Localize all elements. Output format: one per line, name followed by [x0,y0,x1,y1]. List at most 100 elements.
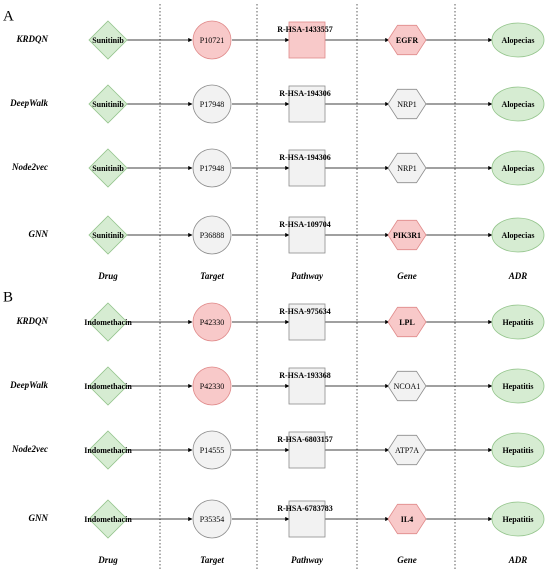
adr-node [491,22,545,58]
drug-node [88,499,128,539]
gene-label: NRP1 [397,164,417,173]
panel-letter: B [3,289,13,305]
drug-label: Indomethacin [84,382,132,391]
adr-node [491,432,545,468]
target-node [192,499,232,539]
pathway-node [288,85,326,123]
method-label: DeepWalk [9,98,48,108]
target-node [192,430,232,470]
adr-label: Alopecias [502,36,535,45]
path-row: GNN Sunitinib P36888 R-HSA-109704 PIK3R1 Alop… [29,215,545,255]
column-label-drug: Drug [97,555,118,565]
gene-node [387,219,427,251]
drug-node [88,430,128,470]
pathway-node [288,431,326,469]
adr-node [491,150,545,186]
drug-label: Indomethacin [84,515,132,524]
path-row: GNN Indomethacin P35354 R-HSA-6783783 IL4 Hep… [29,499,545,539]
adr-label: Alopecias [502,231,535,240]
adr-label: Hepatitis [502,446,533,455]
drug-node [88,20,128,60]
pathway-label: R-HSA-1433557 [277,25,333,34]
target-label: P10721 [200,36,224,45]
target-node [192,148,232,188]
column-label-target: Target [200,555,224,565]
column-label-pathway: Pathway [291,271,324,281]
method-label: KRDQN [15,316,48,326]
path-row: DeepWalk Indomethacin P42330 R-HSA-193368 NC… [9,366,545,406]
panel-b: B KRDQN Indomethacin P42330 R-HSA-975634 LPL H… [3,289,545,565]
column-label-target: Target [200,271,224,281]
gene-node [387,152,427,184]
method-label: Node2vec [11,444,48,454]
panel-letter: A [3,8,14,24]
gene-label: IL4 [401,515,413,524]
adr-label: Alopecias [502,100,535,109]
column-label-gene: Gene [397,555,417,565]
column-label-pathway: Pathway [291,555,324,565]
method-label: DeepWalk [9,380,48,390]
target-label: P35354 [200,515,224,524]
pathway-node [288,367,326,405]
pathway-node [288,500,326,538]
column-label-drug: Drug [97,271,118,281]
method-label: Node2vec [11,162,48,172]
pathway-label: R-HSA-6783783 [277,504,333,513]
gene-label: NCOA1 [394,382,421,391]
column-label-adr: ADR [508,555,528,565]
pathway-label: R-HSA-194306 [279,89,331,98]
gene-label: PIK3R1 [393,231,421,240]
gene-node [387,370,427,402]
target-node [192,20,232,60]
adr-node [491,86,545,122]
drug-label: Sunitinib [92,164,124,173]
adr-label: Alopecias [502,164,535,173]
drug-label: Indomethacin [84,318,132,327]
path-row: Node2vec Indomethacin P14555 R-HSA-6803157 A… [11,430,545,470]
pathway-label: R-HSA-975634 [279,307,331,316]
method-label: GNN [29,513,49,523]
drug-node [88,302,128,342]
pathway-label: R-HSA-109704 [279,220,331,229]
method-label: KRDQN [15,34,48,44]
target-label: P42330 [200,318,224,327]
gene-node [387,88,427,120]
target-node [192,366,232,406]
adr-node [491,217,545,253]
gene-label: ATP7A [395,446,419,455]
gene-node [387,503,427,535]
gene-node [387,24,427,56]
column-label-adr: ADR [508,271,528,281]
adr-label: Hepatitis [502,382,533,391]
path-row: KRDQN Indomethacin P42330 R-HSA-975634 LPL He… [15,302,545,342]
target-node [192,302,232,342]
adr-node [491,304,545,340]
drug-label: Sunitinib [92,100,124,109]
drug-node [88,84,128,124]
adr-label: Hepatitis [502,515,533,524]
gene-label: EGFR [396,36,418,45]
gene-node [387,306,427,338]
pathway-node [288,21,326,59]
target-node [192,215,232,255]
gene-label: LPL [399,318,415,327]
drug-label: Sunitinib [92,231,124,240]
path-row: KRDQN Sunitinib P10721 R-HSA-1433557 EGFR Alo… [15,20,545,60]
pathway-label: R-HSA-193368 [279,371,331,380]
method-label: GNN [29,229,49,239]
target-label: P42330 [200,382,224,391]
adr-node [491,368,545,404]
gene-label: NRP1 [397,100,417,109]
drug-label: Indomethacin [84,446,132,455]
drug-node [88,366,128,406]
target-label: P14555 [200,446,224,455]
pathway-label: R-HSA-194306 [279,153,331,162]
adr-node [491,501,545,537]
pathway-label: R-HSA-6803157 [277,435,333,444]
target-node [192,84,232,124]
gene-node [387,434,427,466]
pathway-node [288,149,326,187]
column-label-gene: Gene [397,271,417,281]
